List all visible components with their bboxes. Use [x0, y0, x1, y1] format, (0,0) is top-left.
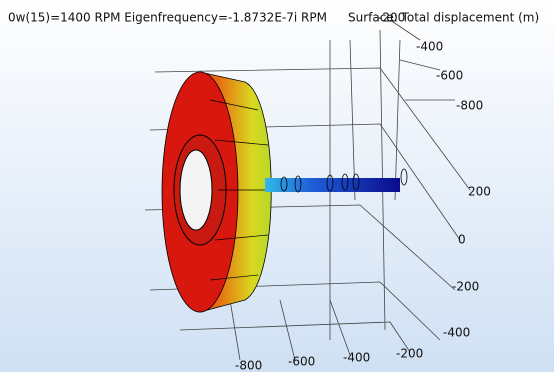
axis-label: -400 — [443, 326, 470, 340]
axis-label: 200 — [468, 185, 491, 199]
axis-label: -600 — [436, 69, 463, 83]
axis-label: -800 — [235, 359, 262, 372]
axis-label: -800 — [456, 99, 483, 113]
axis-label: -200 — [378, 11, 405, 25]
axis-label: 0 — [458, 233, 466, 247]
plot-subtitle: Surface: Total displacement (m) — [348, 11, 539, 25]
plot-window: 0w(15)=1400 RPM Eigenfrequency=-1.8732E-… — [0, 0, 554, 372]
axis-label: -400 — [416, 40, 443, 54]
axis-label: -400 — [343, 351, 370, 365]
plot-title: 0w(15)=1400 RPM Eigenfrequency=-1.8732E-… — [8, 11, 327, 25]
axis-label: -200 — [452, 280, 479, 294]
axis-label: -200 — [396, 347, 423, 361]
axis-label: -600 — [288, 355, 315, 369]
